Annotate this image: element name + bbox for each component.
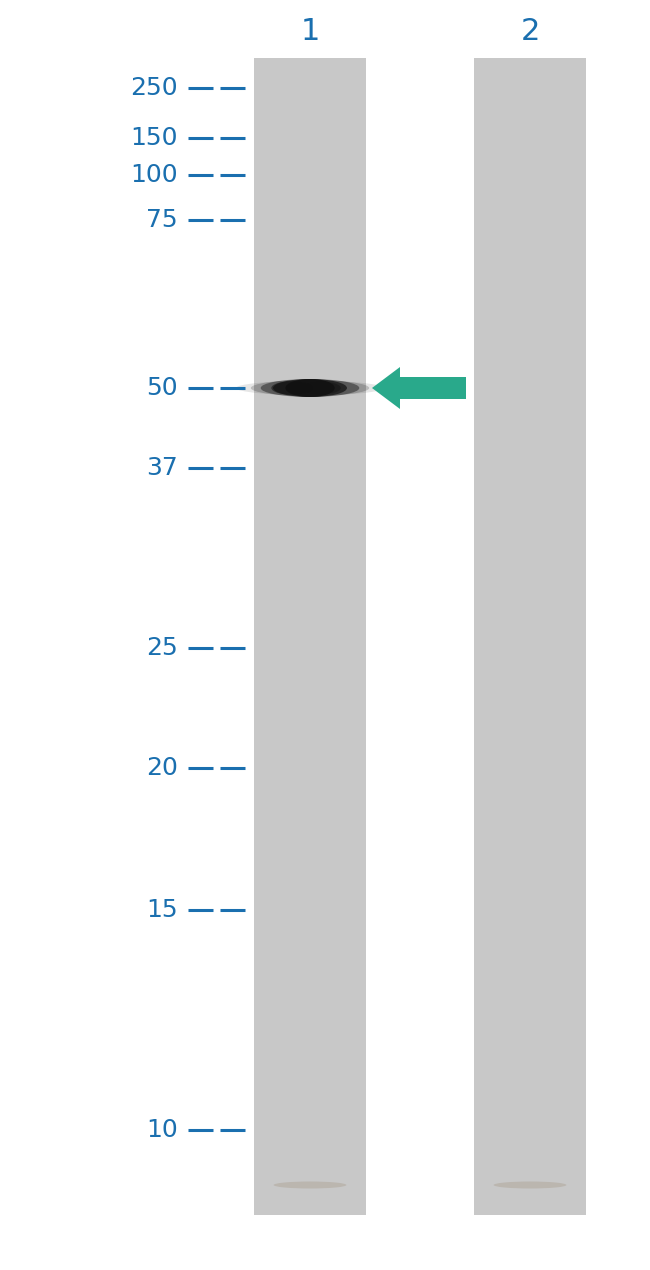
Text: 50: 50 [146, 376, 178, 400]
Text: 100: 100 [131, 163, 178, 187]
Ellipse shape [251, 380, 369, 396]
Ellipse shape [274, 1181, 346, 1189]
FancyArrow shape [372, 367, 466, 409]
Text: 37: 37 [146, 456, 178, 480]
Text: 150: 150 [131, 126, 178, 150]
Text: 75: 75 [146, 208, 178, 232]
Ellipse shape [285, 378, 335, 398]
Text: 2: 2 [520, 18, 540, 47]
Text: 10: 10 [146, 1118, 178, 1142]
Text: 15: 15 [146, 898, 178, 922]
Ellipse shape [236, 381, 384, 395]
Text: 20: 20 [146, 756, 178, 780]
Ellipse shape [261, 378, 359, 398]
Text: 1: 1 [300, 18, 320, 47]
Ellipse shape [273, 378, 347, 398]
Bar [254, 58, 366, 1215]
Ellipse shape [493, 1181, 566, 1189]
Text: 250: 250 [131, 76, 178, 100]
Bar [474, 58, 586, 1215]
Ellipse shape [304, 382, 341, 394]
Ellipse shape [271, 381, 313, 395]
Text: 25: 25 [146, 636, 178, 660]
